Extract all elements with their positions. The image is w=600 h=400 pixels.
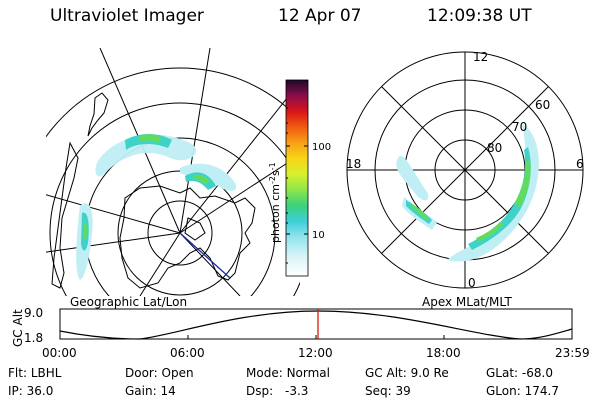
app-title: Ultraviolet Imager	[50, 6, 204, 26]
mlat-label-70: 70	[512, 120, 527, 134]
meridian-line	[179, 157, 296, 234]
glon-value: 174.7	[524, 384, 559, 398]
glon-field: GLon: 174.7	[486, 384, 559, 398]
door-field: Door: Open	[125, 366, 194, 380]
seq-field: Seq: 39	[365, 384, 411, 398]
door-value: Open	[161, 366, 194, 380]
ip-field: IP: 36.0	[8, 384, 54, 398]
colorbar-tick-low: 10	[312, 230, 325, 241]
glat-field: GLat: -68.0	[486, 366, 553, 380]
meridian-line	[179, 232, 241, 296]
colorbar-gradient	[285, 79, 309, 277]
altitude-timeline: GC Alt 9.0 1.8 00:00 06:00 12:00 18:00 2…	[11, 306, 590, 360]
meridian-line	[179, 87, 296, 234]
apex-polar-plot: 12 18 6 0 60 70 80	[346, 50, 584, 290]
meridian-line	[46, 194, 181, 234]
timeline-x-tick: 23:59	[555, 346, 590, 360]
gc-alt-value: 9.0 Re	[410, 366, 449, 380]
latitude-circle	[46, 67, 300, 138]
geographic-panel-label: Geographic Lat/Lon	[70, 295, 188, 309]
filter-value: LBHL	[30, 366, 62, 380]
gain-field: Gain: 14	[125, 384, 176, 398]
spacecraft-direction-line	[179, 232, 231, 279]
timeline-frame	[59, 308, 573, 340]
timeline-y-axis-label: GC Alt	[11, 309, 25, 347]
ip-value: 36.0	[26, 384, 54, 398]
meridian-line	[46, 232, 181, 253]
timeline-x-tick: 12:00	[298, 346, 333, 360]
filter-field: Flt: LBHL	[8, 366, 62, 380]
timeline-x-tick: 06:00	[170, 346, 205, 360]
mlt-label-noon: 12	[473, 50, 488, 64]
timeline-y-tick-low: 1.8	[24, 331, 43, 345]
latitude-circle	[49, 102, 300, 296]
seq-value: 39	[395, 384, 411, 398]
mode-field: Mode: Normal	[246, 366, 330, 380]
gc-altitude-curve	[59, 310, 573, 340]
meridian-line	[139, 232, 181, 296]
mlat-label-80: 80	[487, 141, 502, 155]
coastline	[51, 92, 256, 289]
aurora-emission	[76, 134, 237, 280]
timeline-y-tick-high: 9.0	[24, 306, 43, 320]
apex-panel-label: Apex MLat/MLT	[422, 295, 512, 309]
observation-time: 12:09:38 UT	[427, 6, 532, 26]
mlt-label-midnight: 0	[468, 276, 476, 290]
mlt-label-dawn: 6	[576, 157, 584, 171]
mode-value: Normal	[286, 366, 330, 380]
geographic-map	[46, 48, 300, 296]
glat-value: -68.0	[521, 366, 553, 380]
latitude-circle	[147, 200, 213, 266]
dsp-value: -3.3	[284, 384, 309, 398]
gc-alt-field: GC Alt: 9.0 Re	[365, 366, 449, 380]
timeline-x-tick: 18:00	[426, 346, 461, 360]
colorbar-tick-high: 100	[312, 142, 331, 153]
aurora-oval	[396, 124, 539, 262]
meridian-line	[179, 48, 211, 234]
gain-value: 14	[160, 384, 176, 398]
mlat-label-60: 60	[535, 98, 550, 112]
observation-date: 12 Apr 07	[278, 6, 362, 26]
mlt-label-dusk: 18	[346, 157, 361, 171]
dsp-field: Dsp: -3.3	[246, 384, 309, 398]
colorbar-unit-label: photon cm-2s-1	[268, 162, 282, 243]
timeline-x-tick: 00:00	[42, 346, 77, 360]
colorbar: 100 10 photon cm-2s-1	[268, 79, 331, 277]
polar-diagonal-line	[381, 86, 549, 254]
